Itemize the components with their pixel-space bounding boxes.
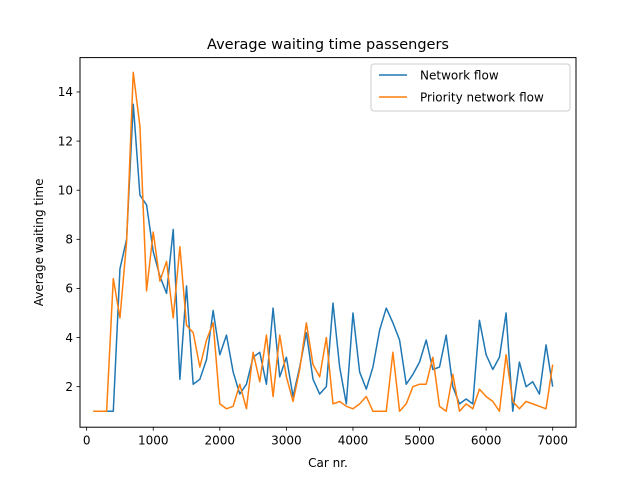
chart-title: Average waiting time passengers [207, 37, 449, 53]
x-tick-label: 4000 [338, 434, 369, 448]
x-tick-label: 3000 [271, 434, 302, 448]
x-axis-label: Car nr. [308, 456, 348, 470]
axes-frame [79, 57, 577, 428]
legend-label-network-flow: Network flow [420, 69, 499, 83]
x-tick-label: 6000 [471, 434, 502, 448]
y-axis-label: Average waiting time [32, 179, 46, 307]
legend-label-priority-network-flow: Priority network flow [420, 91, 544, 105]
y-tick-label: 14 [58, 85, 73, 99]
x-tick-label: 5000 [404, 434, 435, 448]
y-tick-label: 12 [58, 134, 73, 148]
y-tick-label: 4 [65, 331, 73, 345]
x-tick-label: 7000 [537, 434, 568, 448]
legend-box [370, 63, 571, 112]
y-tick-label: 10 [58, 183, 73, 197]
x-tick-label: 1000 [138, 434, 169, 448]
x-tick-label: 2000 [205, 434, 236, 448]
y-tick-label: 2 [65, 380, 73, 394]
x-axis: 0 1000 2000 3000 4000 5000 6000 7000 [83, 427, 568, 448]
plot-lines [93, 71, 554, 412]
y-tick-label: 8 [65, 233, 73, 247]
legend: Network flow Priority network flow [370, 63, 571, 112]
series-line-network-flow [93, 103, 554, 412]
series-line-priority-network-flow [93, 71, 554, 412]
x-tick-label: 0 [83, 434, 91, 448]
y-tick-label: 6 [65, 282, 73, 296]
y-axis: 2 4 6 8 10 12 14 [58, 85, 80, 394]
